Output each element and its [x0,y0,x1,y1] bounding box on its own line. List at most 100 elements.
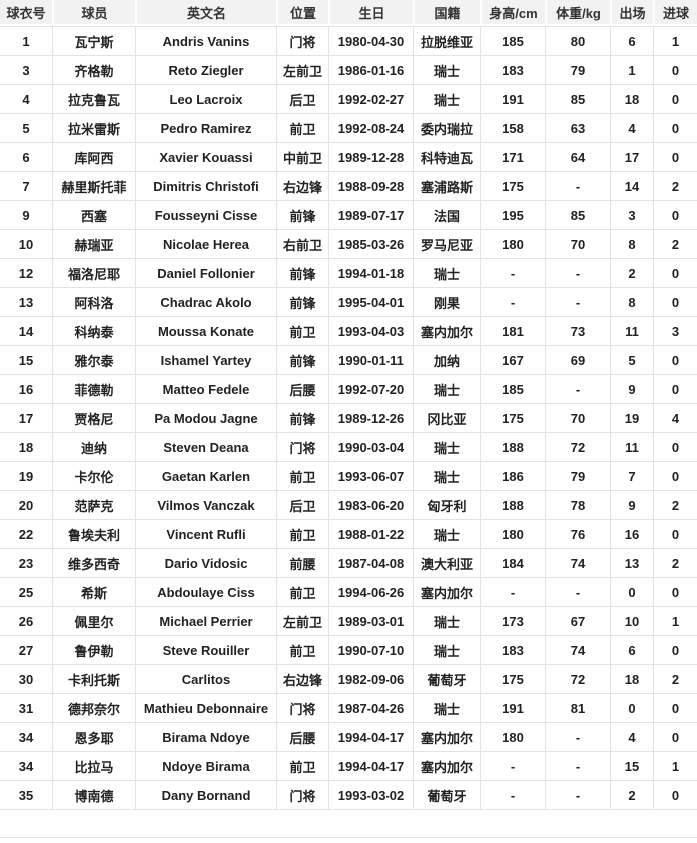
cell-height: 191 [480,84,545,113]
cell-jersey-number: 27 [0,635,52,664]
cell-nationality: 科特迪瓦 [413,142,480,171]
cell-nationality: 澳大利亚 [413,548,480,577]
cell-jersey-number: 1 [0,26,52,55]
cell-weight: 70 [545,403,610,432]
cell-english-name: Steve Rouiller [135,635,276,664]
cell-nationality: 瑞士 [413,374,480,403]
cell-weight: 80 [545,26,610,55]
cell-player-name: 迪纳 [52,432,135,461]
cell-english-name: Nicolae Herea [135,229,276,258]
cell-birthday: 1995-04-01 [328,287,413,316]
cell-player-name: 范萨克 [52,490,135,519]
cell-birthday: 1994-04-17 [328,751,413,780]
cell-english-name: Vilmos Vanczak [135,490,276,519]
cell-jersey-number: 25 [0,577,52,606]
cell-player-name: 恩多耶 [52,722,135,751]
cell-weight: 64 [545,142,610,171]
cell-position: 左前卫 [276,55,328,84]
cell-jersey-number: 35 [0,780,52,809]
cell-height: 191 [480,693,545,722]
cell-english-name: Dimitris Christofi [135,171,276,200]
cell-jersey-number: 31 [0,693,52,722]
cell-goals: 0 [653,635,697,664]
table-row: 10 赫瑞亚 Nicolae Herea 右前卫 1985-03-26 罗马尼亚 180 70… [0,229,697,258]
cell-goals: 1 [653,26,697,55]
cell-weight: - [545,780,610,809]
cell-player-name: 赫里斯托菲 [52,171,135,200]
cell-goals: 2 [653,229,697,258]
cell-birthday: 1992-02-27 [328,84,413,113]
cell-birthday: 1992-08-24 [328,113,413,142]
cell-appearances: 13 [610,548,653,577]
cell-nationality: 拉脱维亚 [413,26,480,55]
cell-position: 前卫 [276,316,328,345]
cell-english-name: Mathieu Debonnaire [135,693,276,722]
cell-height: 183 [480,635,545,664]
table-row: 12 福洛尼耶 Daniel Follonier 前锋 1994-01-18 瑞士 - -2 0 [0,258,697,287]
cell-goals: 0 [653,345,697,374]
cell-goals: 2 [653,171,697,200]
cell-nationality: 罗马尼亚 [413,229,480,258]
cell-weight: 81 [545,693,610,722]
cell-weight: 63 [545,113,610,142]
cell-position: 前锋 [276,200,328,229]
cell-nationality: 加纳 [413,345,480,374]
cell-player-name: 菲德勒 [52,374,135,403]
cell-jersey-number: 17 [0,403,52,432]
table-header-row: 球衣号 球员 英文名 位置 生日 国籍 身高/cm 体重/kg 出场 进球 [0,0,697,26]
cell-english-name: Matteo Fedele [135,374,276,403]
cell-goals: 2 [653,664,697,693]
cell-nationality: 瑞士 [413,635,480,664]
cell-nationality: 塞浦路斯 [413,171,480,200]
cell-goals: 4 [653,403,697,432]
cell-birthday: 1993-06-07 [328,461,413,490]
table-header: 球衣号 球员 英文名 位置 生日 国籍 身高/cm 体重/kg 出场 进球 [0,0,697,26]
table-row: 22 鲁埃夫利 Vincent Rufli 前卫 1988-01-22 瑞士 180 76 16… [0,519,697,548]
cell-english-name: Daniel Follonier [135,258,276,287]
cell-player-name: 西塞 [52,200,135,229]
cell-jersey-number: 20 [0,490,52,519]
cell-goals: 0 [653,577,697,606]
table-row: 15 雅尔泰 Ishamel Yartey 前锋 1990-01-11 加纳 167 69 5 0 [0,345,697,374]
cell-goals: 0 [653,461,697,490]
cell-jersey-number: 10 [0,229,52,258]
cell-weight: 85 [545,84,610,113]
cell-birthday: 1980-04-30 [328,26,413,55]
cell-jersey-number: 23 [0,548,52,577]
cell-position: 前腰 [276,548,328,577]
cell-appearances: 5 [610,345,653,374]
cell-appearances: 9 [610,374,653,403]
cell-nationality: 葡萄牙 [413,780,480,809]
cell-weight: 74 [545,635,610,664]
cell-nationality: 委内瑞拉 [413,113,480,142]
cell-weight: - [545,258,610,287]
cell-height: - [480,258,545,287]
cell-appearances: 11 [610,316,653,345]
cell-english-name: Pedro Ramirez [135,113,276,142]
cell-appearances: 1 [610,55,653,84]
cell-birthday: 1993-04-03 [328,316,413,345]
cell-player-name: 雅尔泰 [52,345,135,374]
cell-english-name: Gaetan Karlen [135,461,276,490]
column-header-english-name: 英文名 [135,0,276,26]
cell-birthday: 1988-09-28 [328,171,413,200]
cell-english-name: Dany Bornand [135,780,276,809]
cell-nationality: 瑞士 [413,461,480,490]
cell-birthday: 1989-07-17 [328,200,413,229]
cell-appearances: 10 [610,606,653,635]
column-header-nationality: 国籍 [413,0,480,26]
table-row: 31 德邦奈尔 Mathieu Debonnaire 门将 1987-04-26 瑞士 19… [0,693,697,722]
cell-appearances: 4 [610,722,653,751]
cell-player-name: 阿科洛 [52,287,135,316]
table-row: 3 齐格勒 Reto Ziegler 左前卫 1986-01-16 瑞士 183 79 1 0 [0,55,697,84]
cell-birthday: 1994-06-26 [328,577,413,606]
cell-player-name: 拉米雷斯 [52,113,135,142]
cell-height: - [480,780,545,809]
cell-jersey-number: 30 [0,664,52,693]
cell-english-name: Chadrac Akolo [135,287,276,316]
cell-height: 185 [480,26,545,55]
cell-birthday: 1983-06-20 [328,490,413,519]
cell-position: 前锋 [276,403,328,432]
cell-birthday: 1987-04-26 [328,693,413,722]
cell-nationality: 瑞士 [413,606,480,635]
